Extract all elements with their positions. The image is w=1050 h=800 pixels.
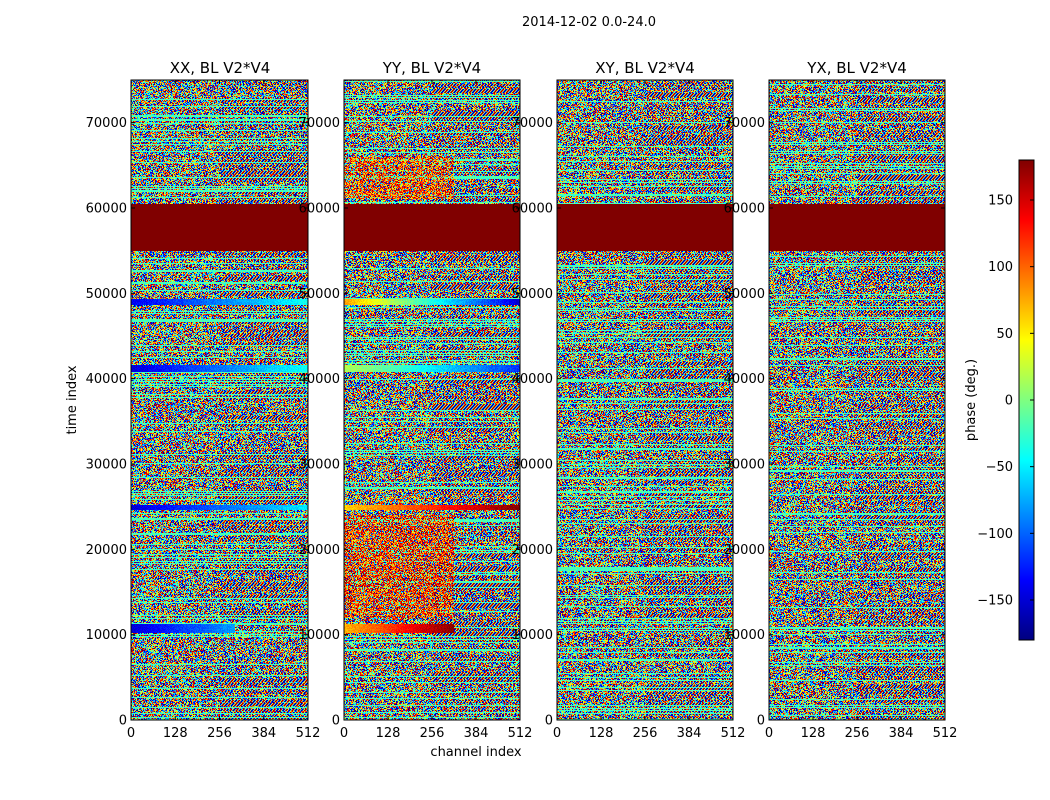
x-tick-label: 128 — [589, 726, 614, 741]
y-tick-label: 20000 — [512, 543, 553, 558]
x-tick-label: 512 — [296, 726, 321, 741]
x-tick-label: 512 — [721, 726, 746, 741]
y-tick-label: 40000 — [299, 372, 340, 387]
colorbar-label: phase (deg.) — [964, 359, 979, 441]
frame-layer — [130, 79, 1035, 721]
colorbar-tick-label: 50 — [996, 327, 1013, 342]
y-tick-label: 60000 — [86, 202, 127, 217]
y-tick-label: 30000 — [86, 458, 127, 473]
x-tick-label: 384 — [677, 726, 702, 741]
x-tick-label: 128 — [801, 726, 826, 741]
y-tick-label: 50000 — [724, 287, 765, 302]
y-tick-label: 70000 — [299, 116, 340, 131]
y-tick-label: 70000 — [512, 116, 553, 131]
y-tick-label: 40000 — [512, 372, 553, 387]
y-tick-label: 0 — [119, 714, 127, 729]
x-tick-label: 256 — [633, 726, 658, 741]
y-tick-label: 60000 — [724, 202, 765, 217]
colorbar-tick-label: 100 — [988, 260, 1013, 275]
colorbar-tick-label: −150 — [977, 594, 1013, 609]
panel-frame — [768, 79, 946, 721]
panel-title-xx: XX, BL V2*V4 — [170, 59, 271, 77]
colorbar-tick-label: 0 — [1005, 394, 1013, 409]
y-tick-label: 50000 — [512, 287, 553, 302]
heatmap-xx — [131, 80, 308, 720]
x-tick-label: 384 — [889, 726, 914, 741]
x-tick-label: 384 — [464, 726, 489, 741]
y-tick-label: 20000 — [86, 543, 127, 558]
y-tick-label: 20000 — [299, 543, 340, 558]
x-axis-label: channel index — [430, 745, 521, 760]
heatmap-yy — [344, 80, 520, 720]
heatmap-yx — [769, 80, 945, 720]
heatmap-xy — [557, 80, 733, 720]
x-tick-label: 384 — [251, 726, 276, 741]
y-tick-label: 10000 — [724, 628, 765, 643]
x-tick-label: 0 — [553, 726, 561, 741]
y-axis-label: time index — [65, 365, 80, 434]
colorbar-frame — [1018, 159, 1035, 641]
y-tick-label: 10000 — [299, 628, 340, 643]
panel-frame — [343, 79, 521, 721]
y-tick-label: 0 — [545, 714, 553, 729]
x-tick-label: 0 — [765, 726, 773, 741]
x-tick-label: 256 — [207, 726, 232, 741]
y-tick-label: 70000 — [724, 116, 765, 131]
x-tick-label: 128 — [376, 726, 401, 741]
y-tick-label: 40000 — [86, 372, 127, 387]
y-tick-label: 50000 — [299, 287, 340, 302]
tick-layer: 0 128 256 384 512010000200003000040000500006… — [86, 80, 1034, 741]
y-tick-label: 40000 — [724, 372, 765, 387]
panel-frame — [556, 79, 734, 721]
y-tick-label: 0 — [757, 714, 765, 729]
panel-frame — [130, 79, 309, 721]
y-tick-label: 0 — [332, 714, 340, 729]
x-tick-label: 512 — [508, 726, 533, 741]
y-tick-label: 30000 — [512, 458, 553, 473]
y-tick-label: 30000 — [724, 458, 765, 473]
panel-title-xy: XY, BL V2*V4 — [595, 59, 695, 77]
x-tick-label: 256 — [845, 726, 870, 741]
y-tick-label: 70000 — [86, 116, 127, 131]
x-tick-label: 512 — [933, 726, 958, 741]
y-tick-label: 60000 — [299, 202, 340, 217]
y-tick-label: 10000 — [512, 628, 553, 643]
colorbar-tick-label: −100 — [977, 527, 1013, 542]
y-tick-label: 10000 — [86, 628, 127, 643]
x-tick-label: 0 — [127, 726, 135, 741]
y-tick-label: 20000 — [724, 543, 765, 558]
figure-title: 2014-12-02 0.0-24.0 — [522, 15, 656, 30]
x-tick-label: 256 — [420, 726, 445, 741]
colorbar-gradient — [1019, 160, 1034, 640]
y-tick-label: 50000 — [86, 287, 127, 302]
y-tick-label: 60000 — [512, 202, 553, 217]
panel-title-yy: YY, BL V2*V4 — [382, 59, 481, 77]
colorbar-tick-label: −50 — [986, 460, 1013, 475]
panel-title-yx: YX, BL V2*V4 — [806, 59, 907, 77]
y-tick-label: 30000 — [299, 458, 340, 473]
x-tick-label: 0 — [340, 726, 348, 741]
x-tick-label: 128 — [163, 726, 188, 741]
colorbar-tick-label: 150 — [988, 194, 1013, 209]
